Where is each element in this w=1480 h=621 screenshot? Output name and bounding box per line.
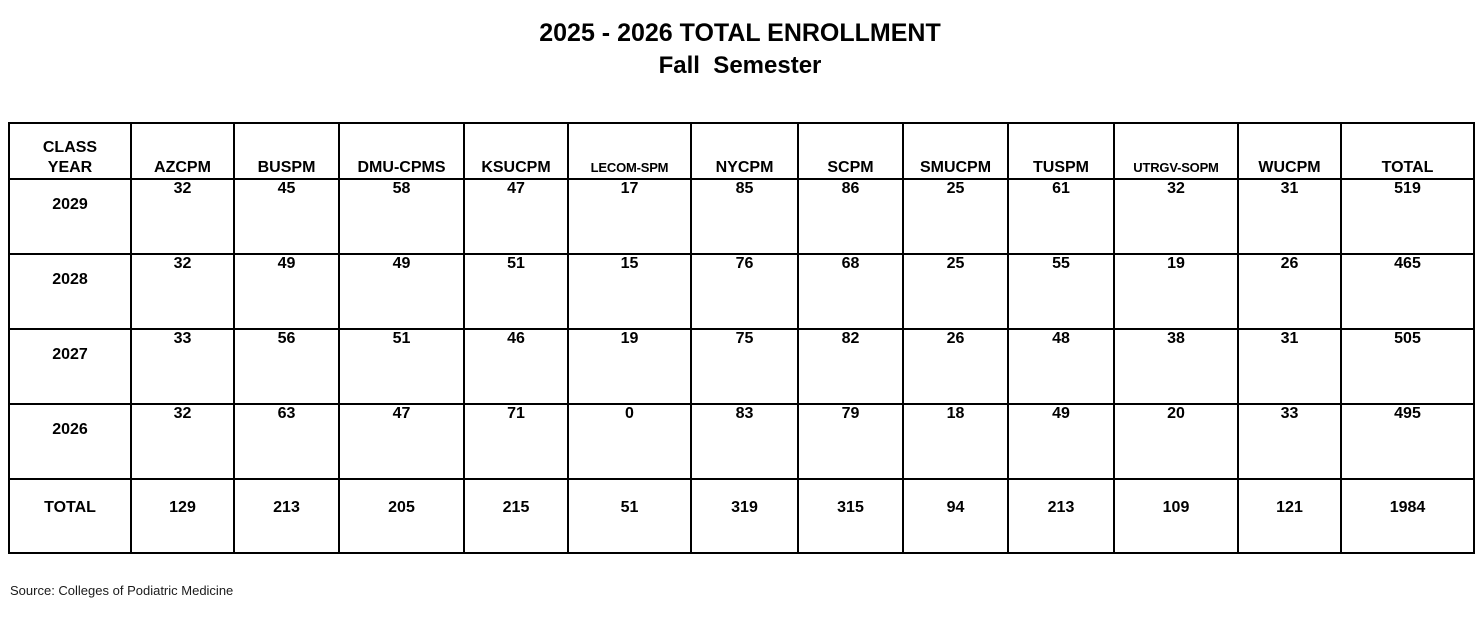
data-cell: 33: [130, 328, 235, 405]
data-cell: 56: [233, 328, 340, 405]
total-cell: 213: [233, 478, 340, 554]
column-header: KSUCPM: [463, 122, 569, 180]
data-cell: 17: [567, 178, 692, 255]
page-subtitle: Fall Semester: [658, 52, 822, 79]
total-cell: 315: [797, 478, 904, 554]
data-cell: 61: [1007, 178, 1115, 255]
data-cell: 31: [1237, 328, 1342, 405]
column-header: UTRGV-SOPM: [1113, 122, 1239, 180]
data-cell: 495: [1340, 403, 1475, 480]
data-cell: 18: [902, 403, 1009, 480]
data-cell: 45: [233, 178, 340, 255]
totals-row: TOTAL 129 213 205 215 51 319 315 94 213 109 121 1984: [8, 478, 1475, 554]
data-cell: 32: [130, 403, 235, 480]
data-cell: 47: [463, 178, 569, 255]
header-row: CLASS YEAR AZCPM BUSPM DMU-CPMS KSUCPM LECOM-…: [8, 122, 1475, 180]
data-cell: 465: [1340, 253, 1475, 330]
data-cell: 15: [567, 253, 692, 330]
data-cell: 76: [690, 253, 799, 330]
total-cell: 129: [130, 478, 235, 554]
column-header: NYCPM: [690, 122, 799, 180]
data-cell: 505: [1340, 328, 1475, 405]
column-header: CLASS YEAR: [8, 122, 132, 180]
data-cell: 32: [130, 178, 235, 255]
data-cell: 19: [567, 328, 692, 405]
row-label: 2026: [8, 403, 132, 480]
total-cell: 109: [1113, 478, 1239, 554]
total-cell: 51: [567, 478, 692, 554]
data-cell: 25: [902, 178, 1009, 255]
data-cell: 63: [233, 403, 340, 480]
data-cell: 25: [902, 253, 1009, 330]
data-cell: 20: [1113, 403, 1239, 480]
total-cell: 319: [690, 478, 799, 554]
data-cell: 85: [690, 178, 799, 255]
column-header: TUSPM: [1007, 122, 1115, 180]
column-header: SCPM: [797, 122, 904, 180]
total-cell: 94: [902, 478, 1009, 554]
data-cell: 33: [1237, 403, 1342, 480]
total-cell: 1984: [1340, 478, 1475, 554]
data-cell: 19: [1113, 253, 1239, 330]
column-header: DMU-CPMS: [338, 122, 465, 180]
total-cell: 213: [1007, 478, 1115, 554]
data-cell: 75: [690, 328, 799, 405]
data-cell: 86: [797, 178, 904, 255]
total-cell: 215: [463, 478, 569, 554]
enrollment-table: CLASS YEAR AZCPM BUSPM DMU-CPMS KSUCPM LECOM-…: [8, 122, 1475, 554]
column-header: AZCPM: [130, 122, 235, 180]
row-label: 2028: [8, 253, 132, 330]
data-cell: 71: [463, 403, 569, 480]
data-cell: 46: [463, 328, 569, 405]
column-header: LECOM-SPM: [567, 122, 692, 180]
data-cell: 32: [1113, 178, 1239, 255]
column-header: TOTAL: [1340, 122, 1475, 180]
data-cell: 48: [1007, 328, 1115, 405]
data-cell: 82: [797, 328, 904, 405]
data-cell: 79: [797, 403, 904, 480]
chart-header: 2025 - 2026 TOTAL ENROLLMENT Fall Semest…: [0, 17, 1480, 81]
data-cell: 49: [1007, 403, 1115, 480]
data-cell: 58: [338, 178, 465, 255]
data-cell: 0: [567, 403, 692, 480]
column-header: BUSPM: [233, 122, 340, 180]
data-cell: 31: [1237, 178, 1342, 255]
data-cell: 68: [797, 253, 904, 330]
column-header: WUCPM: [1237, 122, 1342, 180]
page-title: 2025 - 2026 TOTAL ENROLLMENT: [539, 19, 941, 47]
table-row: 2027 33 56 51 46 19 75 82 26 48 38 31 505: [8, 328, 1475, 405]
data-cell: 32: [130, 253, 235, 330]
row-label: 2027: [8, 328, 132, 405]
data-cell: 49: [338, 253, 465, 330]
data-cell: 26: [902, 328, 1009, 405]
data-cell: 49: [233, 253, 340, 330]
data-cell: 51: [338, 328, 465, 405]
data-cell: 26: [1237, 253, 1342, 330]
total-cell: 121: [1237, 478, 1342, 554]
data-cell: 83: [690, 403, 799, 480]
total-cell: 205: [338, 478, 465, 554]
row-label: TOTAL: [8, 478, 132, 554]
column-header: SMUCPM: [902, 122, 1009, 180]
data-cell: 38: [1113, 328, 1239, 405]
source-note: Source: Colleges of Podiatric Medicine: [10, 583, 234, 598]
data-cell: 519: [1340, 178, 1475, 255]
table-row: 2029 32 45 58 47 17 85 86 25 61 32 31 519: [8, 178, 1475, 255]
data-cell: 51: [463, 253, 569, 330]
table-row: 2028 32 49 49 51 15 76 68 25 55 19 26 465: [8, 253, 1475, 330]
table-row: 2026 32 63 47 71 0 83 79 18 49 20 33 495: [8, 403, 1475, 480]
data-cell: 55: [1007, 253, 1115, 330]
data-cell: 47: [338, 403, 465, 480]
row-label: 2029: [8, 178, 132, 255]
